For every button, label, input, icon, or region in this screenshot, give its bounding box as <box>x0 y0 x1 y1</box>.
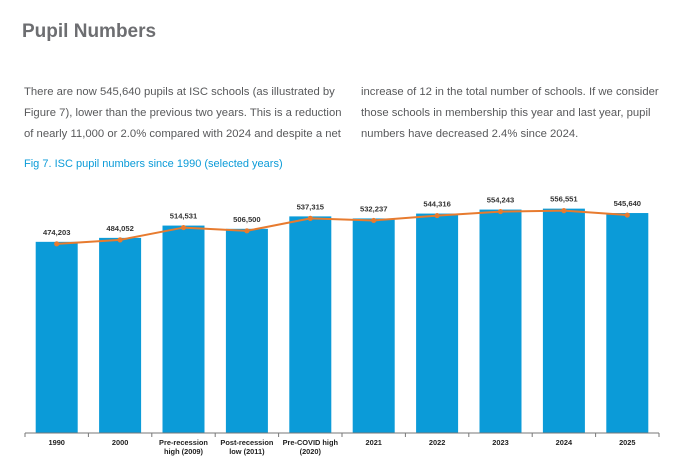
value-label-2: 514,531 <box>170 212 198 221</box>
bar-5 <box>352 218 395 433</box>
bar-0 <box>35 241 78 433</box>
bar-2 <box>162 225 205 433</box>
category-label-3: Post-recession low (2011) <box>220 438 273 456</box>
trend-point-9 <box>624 212 630 218</box>
trend-line <box>56 209 628 245</box>
value-label-3: 506,500 <box>233 215 260 224</box>
value-label-0: 474,203 <box>43 228 70 237</box>
intro-paragraph-left: There are now 545,640 pupils at ISC scho… <box>24 86 342 140</box>
bar-3 <box>225 228 268 433</box>
figure-caption: Fig 7. ISC pupil numbers since 1990 (sel… <box>24 158 283 170</box>
trend-point-1 <box>117 237 123 243</box>
category-label-0: 1990 <box>48 438 64 447</box>
value-label-6: 544,316 <box>423 200 450 209</box>
trend-point-7 <box>497 208 504 215</box>
bar-1 <box>99 237 142 433</box>
bar-7 <box>479 209 522 433</box>
trend-point-6 <box>434 212 440 219</box>
category-label-8: 2024 <box>556 438 573 447</box>
trend-point-3 <box>244 228 250 234</box>
value-label-8: 556,551 <box>550 195 578 204</box>
bar-4 <box>289 216 332 433</box>
category-label-2: Pre-recession high (2009) <box>159 438 208 456</box>
value-label-9: 545,640 <box>614 199 641 208</box>
bar-8 <box>542 208 585 433</box>
trend-point-8 <box>561 208 567 214</box>
value-label-5: 532,237 <box>360 204 387 213</box>
value-label-1: 484,052 <box>106 224 133 233</box>
category-label-4: Pre-COVID high (2020) <box>283 438 339 456</box>
bar-9 <box>606 213 649 433</box>
intro-paragraph-right: increase of 12 in the total number of sc… <box>361 86 659 140</box>
value-label-7: 554,243 <box>487 196 514 205</box>
category-label-6: 2022 <box>429 438 445 447</box>
value-label-4: 537,315 <box>297 202 325 211</box>
page-title: Pupil Numbers <box>22 21 157 42</box>
bar-6 <box>416 213 459 433</box>
trend-point-0 <box>54 241 60 247</box>
trend-point-4 <box>307 215 313 221</box>
category-label-5: 2021 <box>365 438 381 447</box>
trend-point-5 <box>371 217 377 224</box>
category-label-1: 2000 <box>112 438 128 447</box>
trend-point-2 <box>180 224 187 231</box>
category-label-7: 2023 <box>492 438 508 447</box>
category-label-9: 2025 <box>619 438 635 447</box>
